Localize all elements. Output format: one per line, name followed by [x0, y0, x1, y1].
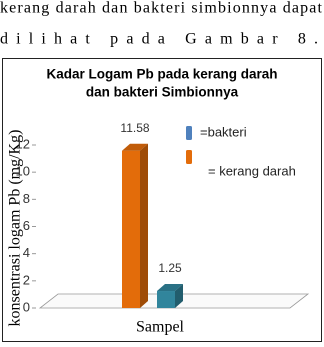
legend-swatch	[186, 126, 192, 140]
y-axis-label: konsentrasi logam Pb (mg/Kg)	[7, 130, 24, 327]
y-tick-label: 12	[16, 136, 30, 151]
bar-face	[157, 284, 183, 292]
bar-face	[157, 291, 175, 308]
bar-face	[140, 143, 148, 308]
y-tick-label: 2	[23, 272, 30, 287]
y-tick-label: 6	[23, 218, 30, 233]
text-line: dilihat pada Gambar 8.	[0, 31, 318, 48]
y-tick-label: 0	[23, 299, 30, 314]
chart-title: Kadar Logam Pb pada kerang darah	[46, 67, 277, 82]
x-axis-label: Sampel	[136, 319, 185, 336]
text-line: kerang darah dan bakteri simbionnya dapa…	[0, 0, 323, 17]
bar-face	[175, 284, 183, 308]
y-tick-label: 8	[23, 191, 30, 206]
bar	[157, 284, 183, 308]
bar-face	[122, 150, 140, 308]
data-label: 11.58	[120, 121, 149, 135]
y-tick-label: 4	[23, 245, 30, 260]
legend-label: =bakteri	[200, 124, 247, 139]
legend-label: = kerang darah	[208, 163, 296, 178]
chart-title: dan bakteri Simbionnya	[86, 85, 239, 100]
data-label: 1.25	[158, 261, 182, 275]
y-tick-label: 10	[16, 164, 30, 179]
bar	[122, 143, 148, 308]
legend-swatch	[186, 150, 192, 164]
bar-face	[122, 143, 148, 151]
